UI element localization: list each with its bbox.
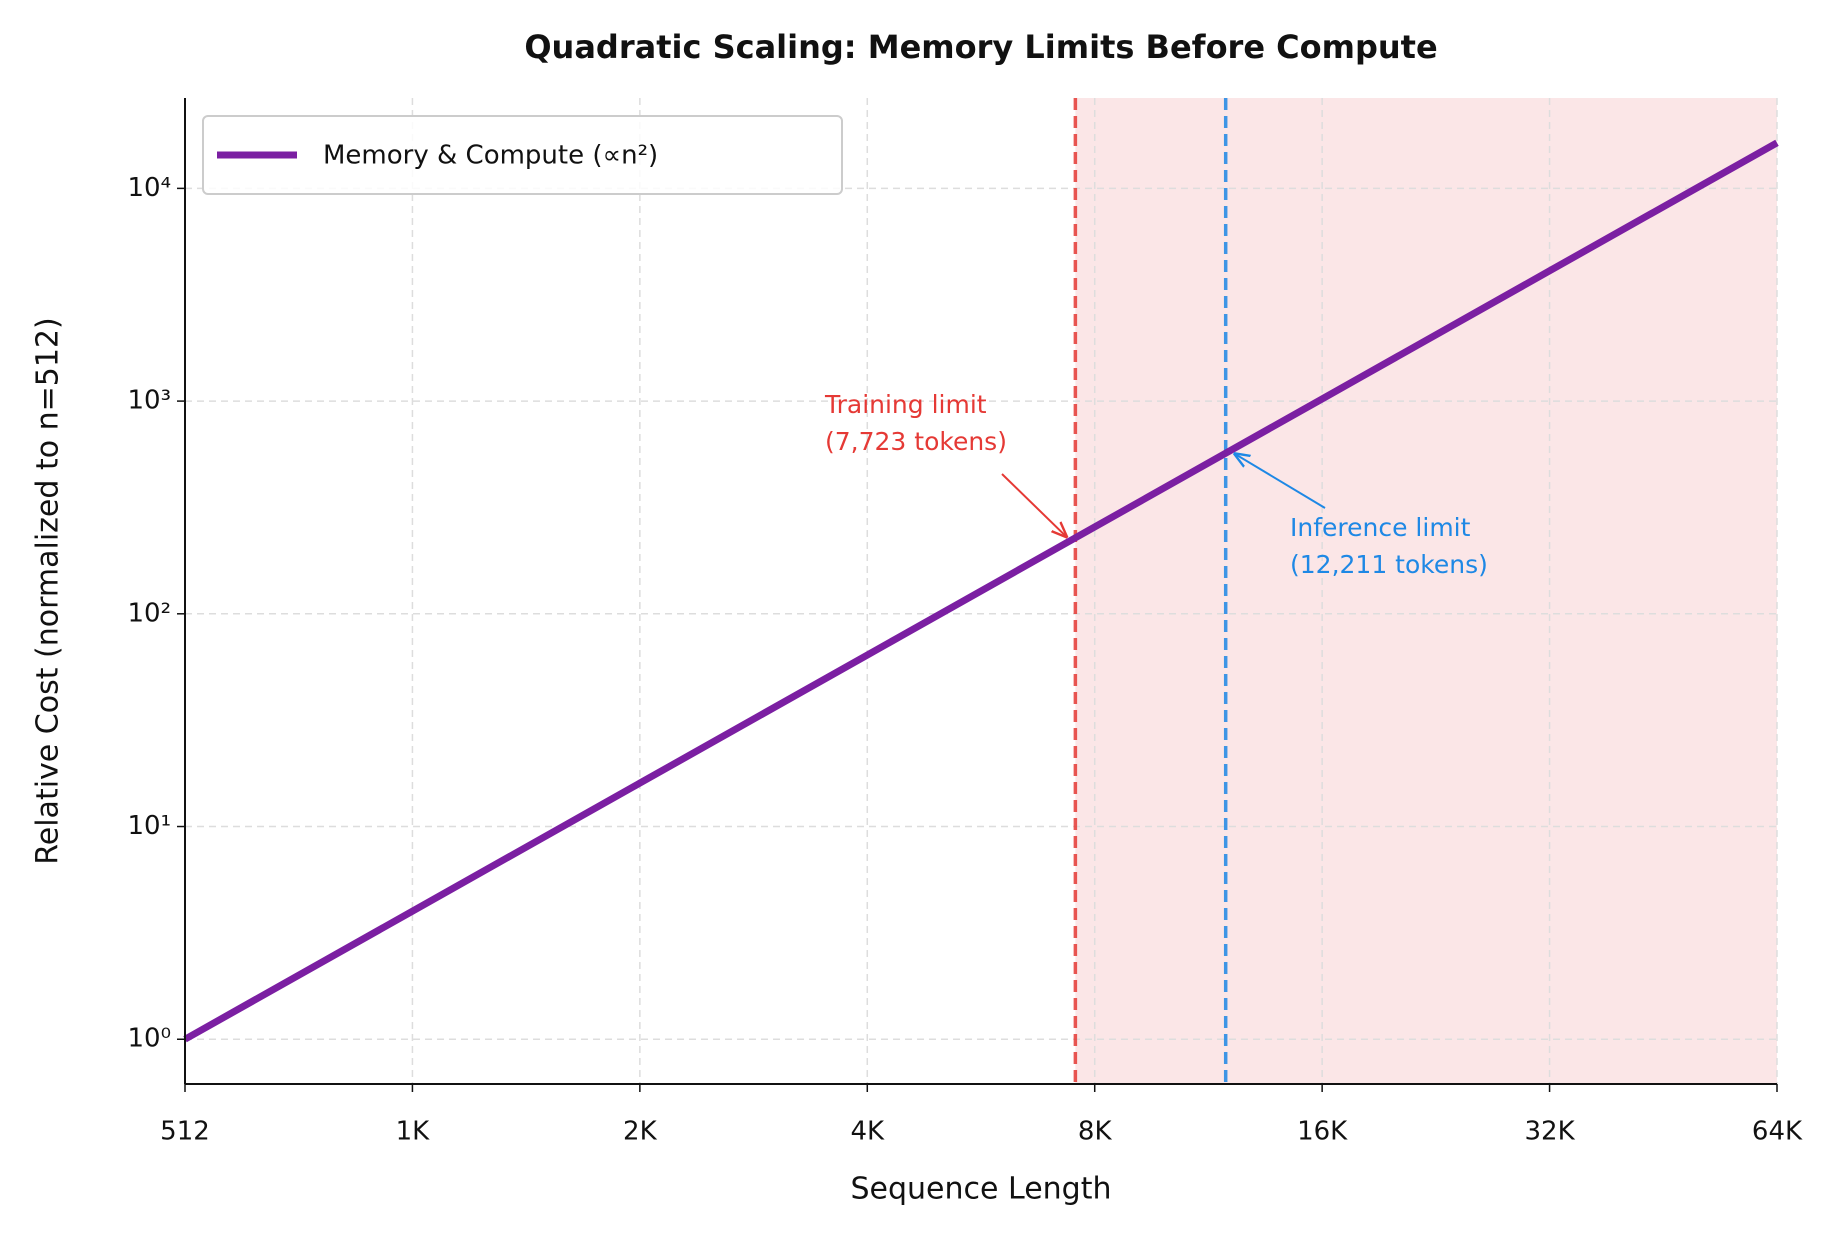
series-line [183,139,1779,1043]
y-tick-label: 10⁰ [127,1024,171,1054]
x-tick-label: 4K [850,1117,885,1147]
annotation-text: (7,723 tokens) [825,427,1007,456]
annotation-arrow [1001,473,1067,538]
x-tick-label: 1K [396,1117,431,1147]
legend-box [202,115,843,195]
x-tick-label: 2K [623,1117,658,1147]
x-tick-label: 64K [1752,1117,1803,1147]
y-tick-label: 10² [127,598,171,628]
x-tick-label: 8K [1078,1117,1113,1147]
shaded-region [1075,98,1777,1084]
legend-label: Memory & Compute (∝n²) [323,141,658,171]
annotation-text: Inference limit [1290,513,1471,542]
y-tick-label: 10¹ [127,811,171,841]
y-tick-label: 10⁴ [127,173,171,203]
x-tick-label: 512 [160,1117,210,1147]
annotation-arrow [1234,453,1326,509]
x-tick-label: 16K [1297,1117,1348,1147]
annotation-text: (12,211 tokens) [1290,550,1488,579]
x-tick-label: 32K [1525,1117,1576,1147]
y-axis-label: Relative Cost (normalized to n=512) [31,317,66,864]
chart-title: Quadratic Scaling: Memory Limits Before … [524,28,1437,66]
y-tick-label: 10³ [127,386,171,416]
x-axis-label: Sequence Length [851,1172,1112,1207]
annotation-text: Training limit [824,390,987,419]
